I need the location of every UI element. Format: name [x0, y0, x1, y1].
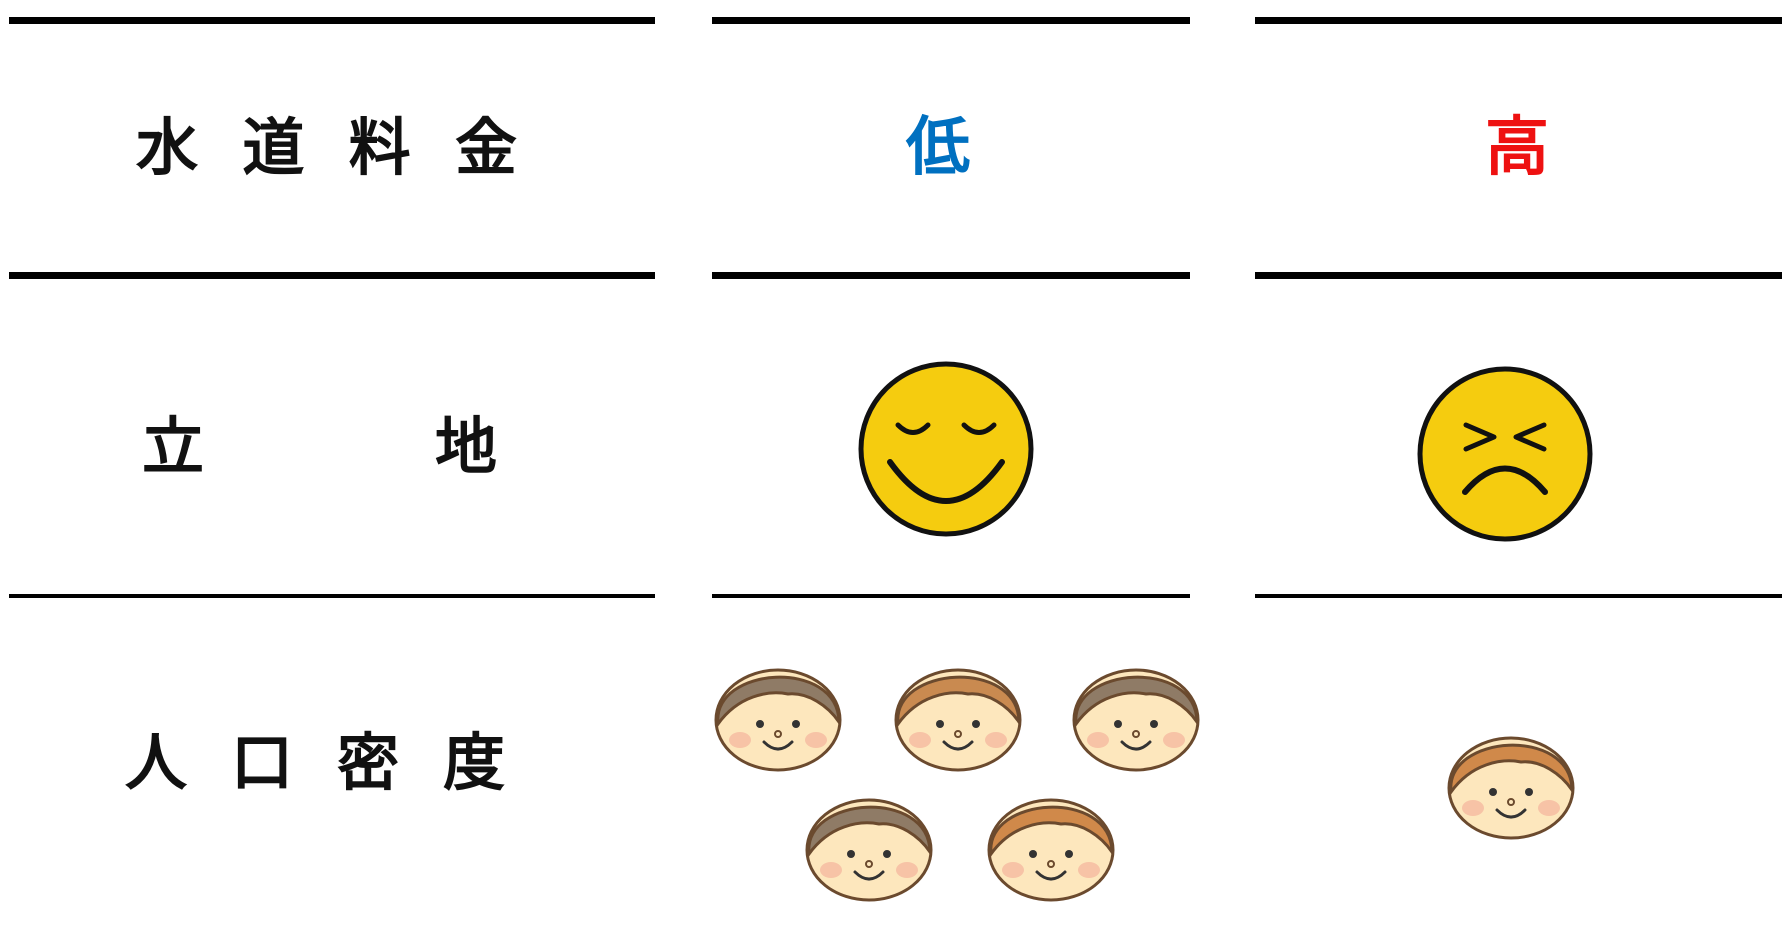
rule — [1255, 17, 1782, 24]
low-label: 低 — [906, 111, 970, 185]
high-label: 高 — [1485, 111, 1549, 185]
child-face — [1072, 668, 1200, 772]
rule — [9, 17, 655, 24]
unhappy-face — [1417, 366, 1593, 542]
rule — [1255, 272, 1782, 279]
child-face — [1447, 736, 1575, 840]
row-label: 水道料金 — [136, 111, 517, 184]
rule — [712, 17, 1190, 24]
child-face — [714, 668, 842, 772]
row-label: 人口密度 — [125, 726, 505, 799]
rule — [9, 272, 655, 279]
happy-face — [858, 361, 1034, 537]
rule — [9, 594, 655, 598]
child-face — [805, 798, 933, 902]
child-face — [894, 668, 1022, 772]
rule — [712, 594, 1190, 598]
row-label: 立地 — [142, 410, 497, 483]
rule — [1255, 594, 1782, 598]
child-face — [987, 798, 1115, 902]
rule — [712, 272, 1190, 279]
